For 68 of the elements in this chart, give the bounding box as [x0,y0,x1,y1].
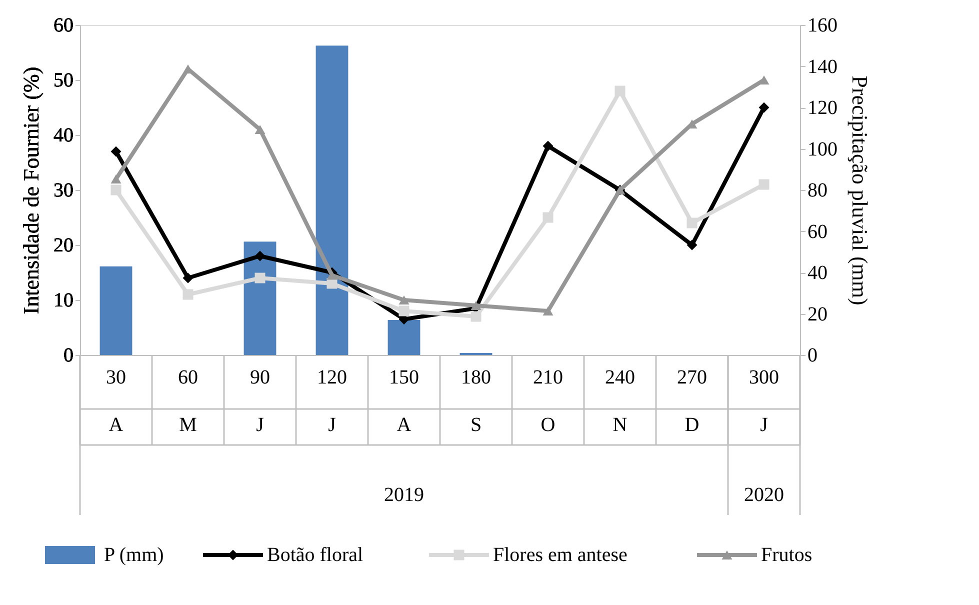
y-tick-label: 40 [54,124,74,146]
point [758,179,770,190]
point [470,300,482,310]
text: 2020 [744,484,784,506]
text: D [684,414,700,436]
text: 2019 [384,484,424,506]
point [110,174,122,184]
x-tick-label: 180 [461,366,491,388]
text: J [328,414,336,436]
y2-tick-label: 160 [808,14,838,36]
bar [100,266,132,355]
point [542,212,554,223]
text: A [396,414,412,436]
legend-label: Botão floral [267,544,364,566]
x-tick-label: 60 [178,366,198,388]
y-tick-label: 0 [64,344,74,366]
text: J [760,414,768,436]
x-tick-label: 240 [605,366,635,388]
bar [316,46,348,355]
text: J [256,414,264,436]
point [398,306,410,316]
point [470,311,482,322]
y2-tick-label: 80 [808,180,828,202]
legend-label: Frutos [761,544,812,566]
legend-label: Flores em antese [493,544,628,566]
y2-tick-label: 120 [808,97,838,119]
y-axis-title: Intensidade de Fournier (%) [18,66,44,314]
point [542,306,554,316]
text: O [540,414,556,436]
y-tick-label: 20 [54,234,74,256]
point [542,140,554,152]
y2-tick-label: 20 [808,303,828,326]
point [182,289,194,300]
y2-tick-label: 0 [808,344,818,366]
point [686,218,698,228]
point [686,240,698,250]
x-tick-label: 120 [317,366,347,388]
text: S [470,414,482,436]
y-tick-label: 30 [54,180,74,202]
point [182,272,194,284]
point [398,295,410,305]
y2-tick-label: 100 [808,138,838,160]
text: A [108,414,124,436]
y2-tick-label: 40 [808,262,828,284]
point [254,124,266,134]
bar [388,320,420,355]
point [254,272,266,284]
point [758,102,770,113]
y-tick-label: 60 [54,14,74,36]
y-tick-label: 10 [54,290,74,312]
x-tick-label: 30 [106,366,126,388]
legend-label: P (mm) [104,544,164,566]
y-tick-label: 50 [54,70,74,92]
x-tick-label: 300 [749,366,779,388]
point [254,250,266,262]
y2-tick-label: 140 [808,56,838,78]
x-tick-label: 90 [250,366,270,388]
point [110,146,122,157]
point [110,184,122,196]
text: N [612,414,628,436]
y2-axis-title: Precipitação pluvial (mm) [848,76,872,306]
x-tick-label: 270 [677,366,707,388]
point [326,270,338,280]
text: M [179,414,198,436]
x-tick-label: 150 [389,366,419,388]
point [614,86,626,96]
y2-tick-label: 60 [808,220,828,243]
x-tick-label: 210 [533,366,563,388]
